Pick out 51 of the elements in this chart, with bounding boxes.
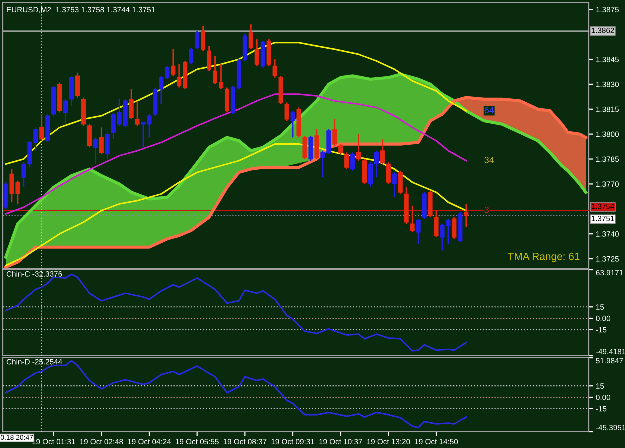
candlestick [428, 190, 433, 218]
candlestick [464, 203, 469, 228]
candlestick [99, 126, 104, 155]
candlestick [392, 172, 397, 198]
candlestick [242, 34, 248, 62]
line-series [5, 360, 468, 429]
candlestick [416, 218, 421, 245]
annotation: TMA Range: 61 [508, 252, 580, 262]
candlestick [135, 100, 140, 127]
text: 64 [484, 107, 494, 114]
candlestick [207, 46, 212, 72]
candlestick [356, 134, 362, 162]
text: 3 [484, 206, 489, 214]
candlestick [189, 47, 194, 66]
candlestick [410, 205, 415, 234]
candlestick [452, 216, 457, 240]
candlestick [105, 132, 110, 160]
candlestick [314, 128, 320, 160]
candlestick [434, 210, 439, 238]
line-series [5, 94, 468, 215]
candlestick [87, 124, 92, 148]
candlestick [171, 48, 176, 77]
text: 34 [484, 156, 494, 164]
candlestick [386, 162, 391, 185]
candlestick [195, 30, 200, 50]
candlestick [362, 158, 368, 185]
candlestick [380, 138, 385, 165]
candlestick [290, 110, 296, 138]
candlestick [338, 144, 344, 155]
candlestick [266, 38, 272, 67]
candlestick [302, 135, 308, 160]
candlestick [308, 135, 314, 162]
candlestick [4, 182, 8, 210]
candlestick [398, 170, 403, 195]
candlestick [422, 192, 427, 220]
candlestick [201, 26, 206, 52]
candlestick [75, 72, 80, 98]
candlestick [344, 152, 350, 170]
candlestick [272, 58, 278, 79]
candlestick [260, 40, 266, 69]
line-series [5, 42, 468, 166]
candlestick [93, 136, 98, 165]
candlestick [254, 38, 260, 67]
candlestick [248, 24, 254, 50]
candlestick [350, 152, 356, 172]
candlestick [284, 102, 290, 122]
candlestick [64, 98, 68, 126]
candlestick [70, 75, 74, 107]
candlestick [332, 118, 338, 147]
candlestick [224, 87, 230, 114]
candlestick [129, 88, 134, 120]
